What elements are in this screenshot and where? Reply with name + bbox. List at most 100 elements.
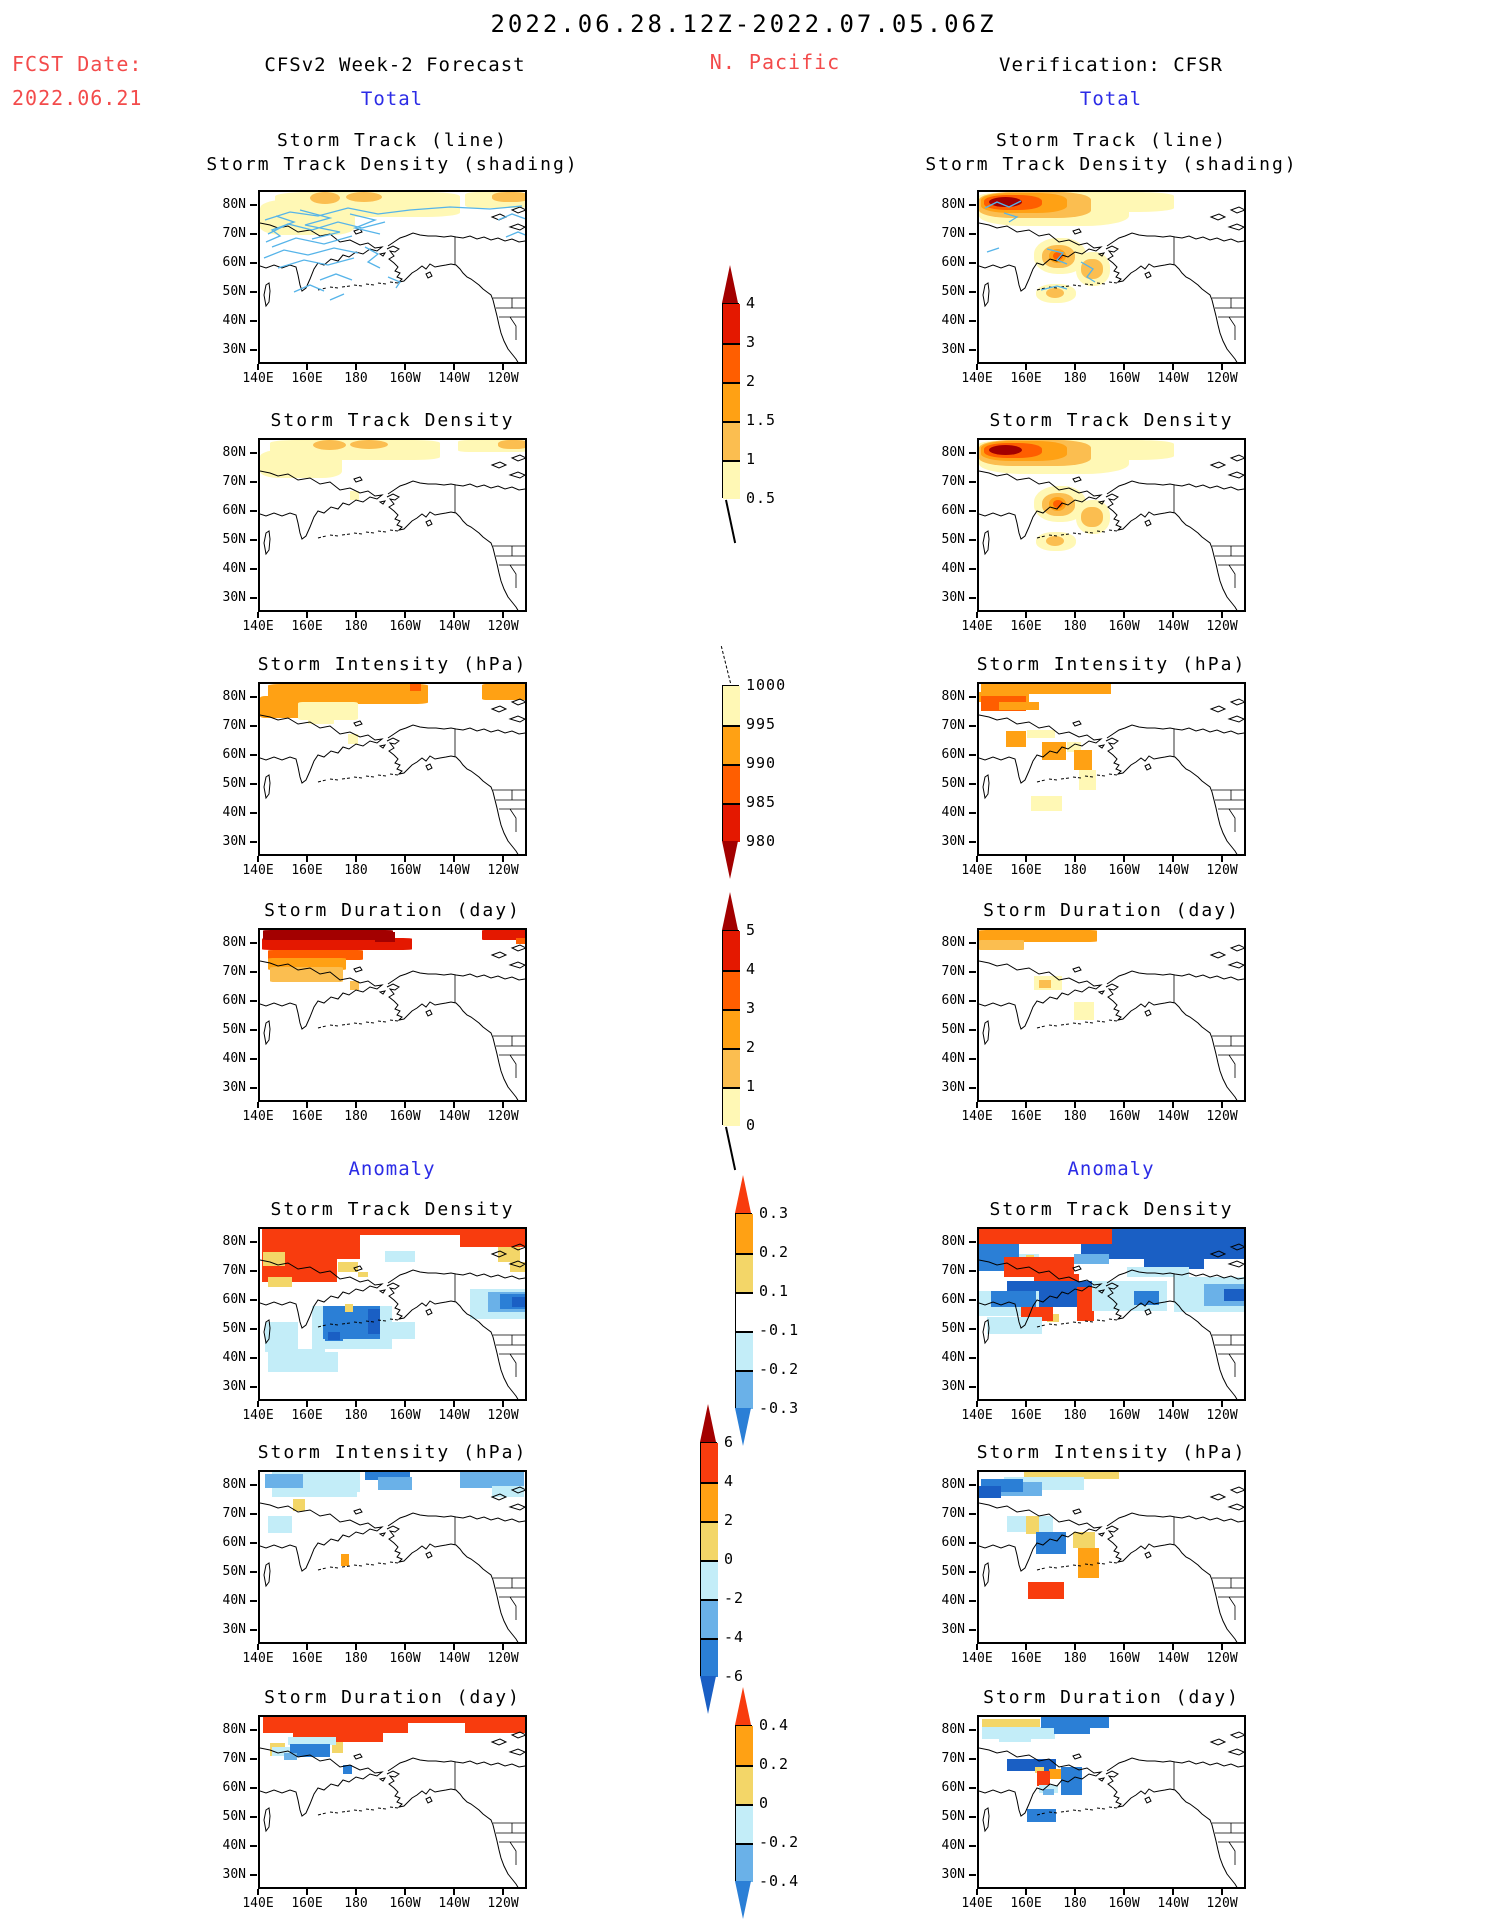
lon-tick-mark <box>502 364 504 370</box>
map-fcst-track-line <box>258 190 527 364</box>
coastline-map <box>979 944 1244 1100</box>
lon-tick-mark <box>404 856 406 862</box>
lat-tick-label: 30N <box>222 1079 246 1095</box>
lat-tick-label: 40N <box>941 1592 965 1608</box>
lon-tick-mark <box>257 1644 259 1650</box>
lat-tick-label: 60N <box>941 1534 965 1550</box>
lat-tick-mark <box>969 753 976 756</box>
lon-tick-mark <box>257 856 259 862</box>
lon-tick-label: 140W <box>438 1896 470 1911</box>
colorbar-segment-paleYellow <box>723 686 740 725</box>
coastline-map <box>260 944 525 1100</box>
lat-tick-mark <box>250 1512 257 1515</box>
lat-tick-mark <box>969 1028 976 1031</box>
storm-track-line <box>293 284 325 293</box>
colorbar-bottom-arrow <box>735 1881 751 1919</box>
lon-tick-label: 160W <box>1108 1109 1140 1124</box>
shading-gold <box>498 1247 520 1262</box>
lat-tick-label: 50N <box>222 775 246 791</box>
lat-tick-mark <box>969 811 976 814</box>
colorbar-label: -0.2 <box>759 1833 800 1851</box>
shading-cyan <box>492 1486 524 1497</box>
colorbar-label: 4 <box>746 294 757 312</box>
lon-tick-mark <box>1123 1644 1125 1650</box>
lon-tick-label: 140W <box>1157 863 1189 878</box>
colorbar-boundary <box>701 1521 718 1523</box>
colorbar-boundary <box>736 1804 753 1806</box>
lon-tick-label: 120W <box>487 1408 519 1423</box>
colorbar-label: 0.3 <box>759 1204 790 1222</box>
shading-orange <box>1074 750 1092 770</box>
panel-title-fcst-track-line-1: Storm Track Density (shading) <box>206 154 579 175</box>
shading-orangeRed <box>1053 252 1063 260</box>
lon-tick-mark <box>257 364 259 370</box>
lon-tick-mark <box>502 856 504 862</box>
shading-lightOrange <box>492 192 525 202</box>
colorbar-label: 0.5 <box>746 489 777 507</box>
shading-cyan <box>385 1251 415 1262</box>
lon-tick-label: 160E <box>1010 1651 1042 1666</box>
lat-tick-mark <box>969 970 976 973</box>
shading-lightOrange <box>313 440 346 450</box>
shading-paleYellow <box>308 714 334 724</box>
colorbar-segment-paleYellow <box>723 1087 740 1126</box>
lat-tick-mark <box>250 203 257 206</box>
lat-tick-label: 40N <box>222 804 246 820</box>
lat-tick-mark <box>250 999 257 1002</box>
lon-tick-label: 160W <box>389 1651 421 1666</box>
lon-tick-mark <box>1123 364 1125 370</box>
colorbar-label: 0.2 <box>759 1755 790 1773</box>
lon-tick-mark <box>453 1889 455 1895</box>
colorbar-label: 3 <box>746 333 757 351</box>
lon-tick-mark <box>1221 1889 1223 1895</box>
lon-tick-label: 120W <box>487 1109 519 1124</box>
lon-tick-mark <box>257 1401 259 1407</box>
lon-tick-mark <box>1172 364 1174 370</box>
lon-tick-mark <box>355 1401 357 1407</box>
colorbar-label: 0 <box>759 1794 770 1812</box>
lon-tick-label: 180 <box>1063 619 1087 634</box>
lat-tick-label: 30N <box>941 1378 965 1394</box>
lon-tick-label: 120W <box>1206 1651 1238 1666</box>
coast-layer-obs-duration-anom <box>979 1717 1244 1887</box>
lat-tick-label: 80N <box>222 1233 246 1249</box>
shading-orange <box>981 684 1111 694</box>
lat-tick-mark <box>250 695 257 698</box>
shading-cyan <box>268 1516 292 1533</box>
lon-tick-label: 180 <box>1063 1896 1087 1911</box>
lon-tick-mark <box>404 1401 406 1407</box>
storm-track-line <box>986 247 1000 253</box>
lat-tick-label: 30N <box>941 1621 965 1637</box>
lon-tick-label: 140E <box>961 371 993 386</box>
shading-orangeRed <box>268 950 363 960</box>
lon-tick-mark <box>976 1401 978 1407</box>
shading-orangeRed <box>410 684 421 691</box>
lon-tick-label: 180 <box>344 863 368 878</box>
lat-tick-mark <box>969 724 976 727</box>
lon-tick-label: 140W <box>438 1408 470 1423</box>
lat-tick-mark <box>250 1786 257 1789</box>
lon-tick-label: 180 <box>1063 371 1087 386</box>
lon-tick-label: 140E <box>961 1651 993 1666</box>
lat-tick-mark <box>969 290 976 293</box>
colorbar-bottom-arrow <box>735 1408 751 1446</box>
coastline-map <box>979 1731 1244 1887</box>
map-fcst-intensity <box>258 682 527 856</box>
lat-tick-mark <box>250 538 257 541</box>
lat-tick-mark <box>250 1844 257 1847</box>
lon-tick-mark <box>453 612 455 618</box>
lon-tick-label: 140E <box>961 1109 993 1124</box>
lon-tick-label: 160E <box>1010 371 1042 386</box>
shading-blue <box>1054 1725 1090 1734</box>
lon-tick-label: 140E <box>242 371 274 386</box>
lat-tick-mark <box>250 348 257 351</box>
lat-tick-label: 40N <box>941 1050 965 1066</box>
shading-paleYellow <box>1027 730 1055 738</box>
lon-tick-mark <box>1172 856 1174 862</box>
colorbar-top-arrow <box>735 1175 751 1213</box>
colorbar-boundary <box>701 1560 718 1562</box>
lon-tick-mark <box>976 856 978 862</box>
coast-layer-fcst-track-density <box>260 440 525 610</box>
coastline-map <box>979 454 1244 610</box>
lon-tick-label: 120W <box>487 1651 519 1666</box>
